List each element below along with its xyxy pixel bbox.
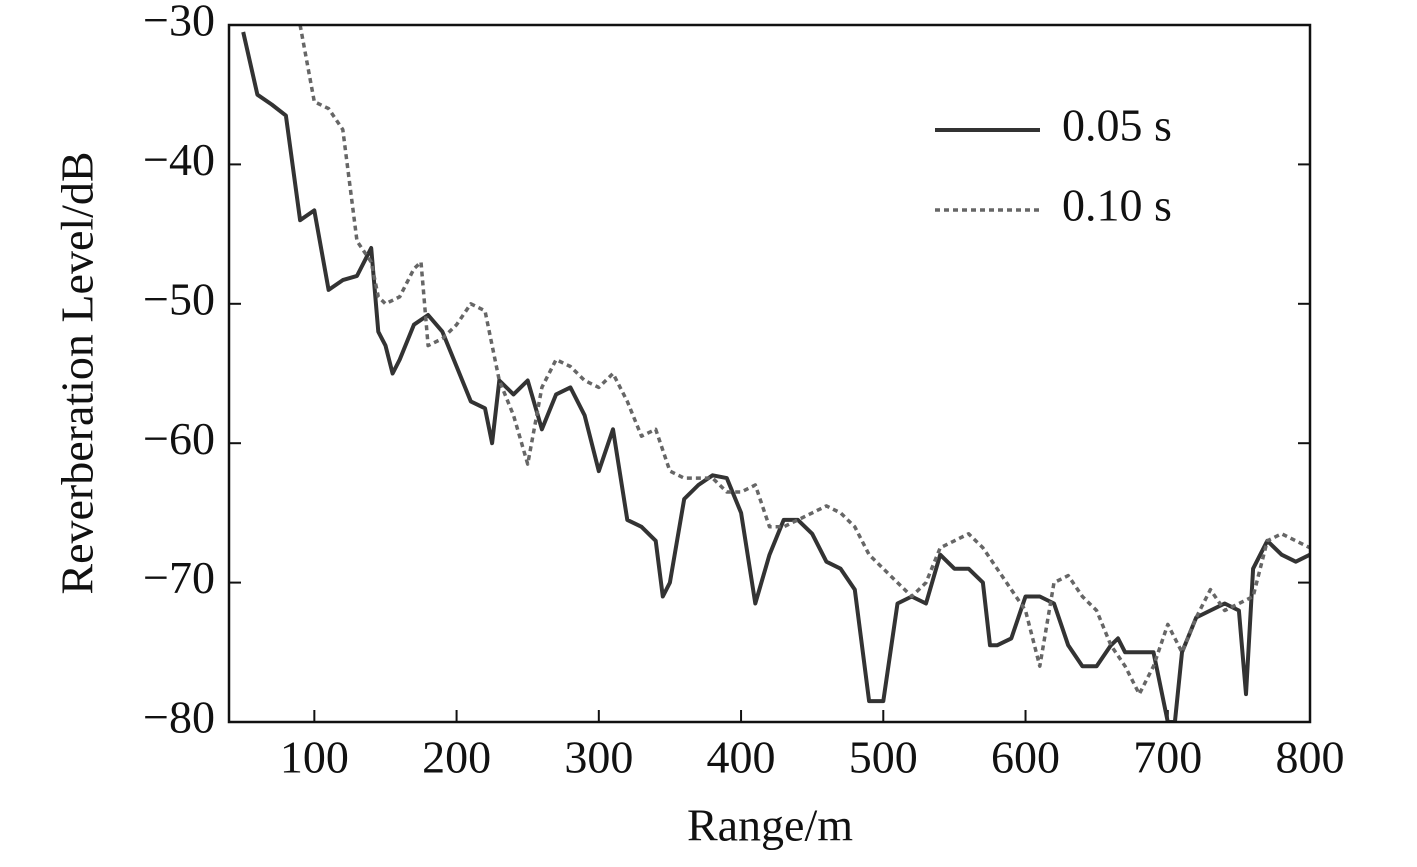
y-tick-label: −30 bbox=[143, 0, 215, 46]
y-tick-label: −50 bbox=[143, 273, 215, 324]
y-tick-label: −40 bbox=[143, 134, 215, 185]
x-tick-label: 600 bbox=[991, 732, 1060, 783]
x-tick-label: 100 bbox=[280, 732, 349, 783]
line-series bbox=[298, 25, 1310, 696]
y-axis-label: Reverberation Level/dB bbox=[52, 151, 103, 594]
x-tick-label: 500 bbox=[849, 732, 918, 783]
x-tick-label: 300 bbox=[564, 732, 633, 783]
legend-label: 0.05 s bbox=[1062, 100, 1172, 151]
y-tick-label: −70 bbox=[143, 552, 215, 603]
y-tick-label: −80 bbox=[143, 692, 215, 743]
x-tick-label: 700 bbox=[1133, 732, 1202, 783]
x-tick-label: 400 bbox=[707, 732, 776, 783]
line-series bbox=[241, 31, 1310, 722]
plot-frame bbox=[227, 23, 1312, 724]
legend-label: 0.10 s bbox=[1062, 180, 1172, 231]
x-tick-label: 200 bbox=[422, 732, 491, 783]
x-axis-label: Range/m bbox=[687, 800, 853, 851]
y-tick-label: −60 bbox=[143, 413, 215, 464]
x-tick-label: 800 bbox=[1276, 732, 1345, 783]
